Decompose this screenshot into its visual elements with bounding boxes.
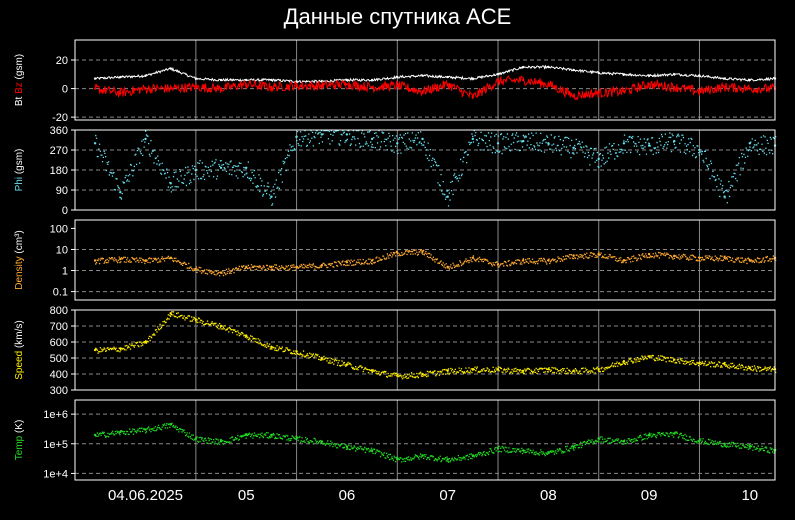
- panel-frame: [74, 39, 776, 121]
- chart-title: Данные спутника ACE: [283, 4, 512, 29]
- data-point-phi: [93, 142, 97, 145]
- y-tick-label: 360: [50, 125, 68, 137]
- x-tick-label: 09: [641, 487, 658, 504]
- series-dots-density: [95, 249, 777, 277]
- y-axis-label-part: Density: [14, 256, 25, 289]
- data-point-phi: [698, 148, 701, 152]
- y-tick-label: -20: [52, 112, 68, 124]
- y-tick-label: 0: [62, 84, 68, 96]
- data-point-temp: [93, 433, 97, 437]
- data-point-phi: [522, 139, 525, 143]
- data-point-phi: [446, 195, 449, 198]
- data-point-bz: [345, 83, 349, 86]
- data-point-speed: [522, 369, 525, 372]
- data-point-phi: [622, 142, 626, 145]
- y-axis-label-part: Bz: [14, 82, 25, 94]
- y-tick-label: 1: [62, 266, 68, 278]
- data-point-bz: [93, 87, 97, 90]
- series-bt: [93, 64, 777, 84]
- x-tick-label: 04.06.2025: [108, 487, 183, 504]
- y-tick-label: 270: [50, 145, 68, 157]
- data-point-phi: [119, 191, 122, 194]
- data-point-phi: [496, 142, 500, 145]
- series-temp: [93, 422, 777, 463]
- y-axis-label: Bt Bz (gsm): [14, 54, 25, 106]
- y-tick-label: 800: [50, 305, 68, 317]
- y-tick-label: 1e+6: [43, 409, 68, 421]
- series-bz: [93, 75, 777, 101]
- data-point-phi: [144, 137, 147, 141]
- data-point-phi: [471, 137, 474, 141]
- y-axis-label: Density (cm³): [14, 230, 25, 289]
- x-tick-label: 07: [439, 487, 456, 504]
- data-point-phi: [572, 146, 575, 149]
- x-tick-label: 05: [238, 487, 255, 504]
- y-axis-label-part: (gsm): [14, 54, 25, 82]
- series-line-bz: [94, 75, 776, 101]
- series-phi: [93, 130, 777, 207]
- y-axis-label-part: (km/s): [14, 320, 25, 351]
- panel-frame: [74, 219, 776, 301]
- data-point-phi: [320, 133, 323, 136]
- y-tick-label: 0: [62, 205, 68, 217]
- y-tick-label: 400: [50, 369, 68, 381]
- series-speed: [93, 311, 777, 380]
- data-point-density: [119, 257, 122, 261]
- y-tick-label: 300: [50, 385, 68, 397]
- y-axis-label-part: (gsm): [14, 149, 25, 177]
- y-tick-label: 700: [50, 321, 68, 333]
- y-axis-label-part: (K): [14, 420, 25, 436]
- series-dots-temp: [95, 422, 777, 463]
- y-tick-label: 100: [50, 223, 68, 235]
- series-line-bt: [94, 64, 776, 84]
- y-axis-label-part: Bt: [14, 94, 25, 106]
- data-point-temp: [748, 445, 751, 448]
- y-tick-label: 1e+4: [43, 468, 68, 480]
- data-point-temp: [295, 437, 298, 440]
- y-axis-label: Temp (K): [14, 420, 25, 461]
- series-dots-speed: [95, 311, 777, 380]
- series-density: [93, 249, 777, 277]
- x-tick-label: 06: [339, 487, 356, 504]
- data-point-speed: [547, 368, 550, 371]
- data-point-phi: [396, 142, 399, 145]
- data-point-speed: [93, 348, 97, 352]
- data-point-phi: [270, 195, 273, 198]
- y-axis-label-part: Phi: [14, 177, 25, 191]
- panel-temp: 1e+6 1e+5 1e+4 Temp (K): [14, 399, 777, 481]
- data-point-phi: [370, 137, 374, 141]
- y-tick-label: 180: [50, 165, 68, 177]
- panel-density: 100 10 1 0.1 Density (cm³): [14, 219, 777, 301]
- data-point-speed: [169, 312, 172, 315]
- y-axis-label: Phi (gsm): [14, 149, 25, 192]
- panel-frame: [74, 309, 776, 391]
- x-tick-label: 10: [741, 487, 758, 504]
- y-axis-label: Speed (km/s): [14, 320, 25, 379]
- data-point-phi: [345, 133, 349, 136]
- data-point-phi: [597, 157, 600, 161]
- data-point-density: [93, 259, 97, 262]
- panel-frame: [74, 399, 776, 481]
- panel-phi: 360 270 180 90 0 Phi (gsm): [14, 125, 777, 217]
- y-tick-label: 500: [50, 353, 68, 365]
- y-tick-label: 20: [56, 55, 68, 67]
- panel-mag: 20 0 -20 Bt Bz (gsm): [14, 39, 777, 124]
- y-axis-label-part: (cm³): [14, 230, 25, 256]
- y-tick-label: 600: [50, 337, 68, 349]
- panel-speed: 800 700 600 500 400 300 Speed (km/s): [14, 305, 777, 397]
- y-axis-label-part: Speed: [14, 351, 25, 380]
- y-tick-label: 10: [56, 244, 68, 256]
- y-tick-label: 0.1: [53, 287, 68, 299]
- x-tick-label: 08: [540, 487, 557, 504]
- data-point-phi: [219, 166, 223, 169]
- y-tick-label: 90: [56, 185, 68, 197]
- y-tick-label: 1e+5: [43, 439, 68, 451]
- y-axis-label-part: Temp: [14, 435, 25, 460]
- data-point-temp: [446, 458, 449, 461]
